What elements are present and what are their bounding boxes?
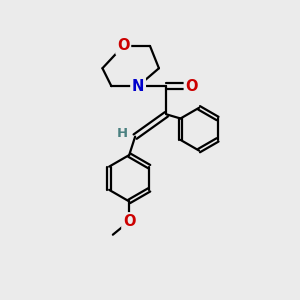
Text: O: O xyxy=(117,38,130,53)
Text: N: N xyxy=(132,79,144,94)
Text: H: H xyxy=(117,127,128,140)
Text: O: O xyxy=(185,79,198,94)
Text: O: O xyxy=(123,214,135,229)
